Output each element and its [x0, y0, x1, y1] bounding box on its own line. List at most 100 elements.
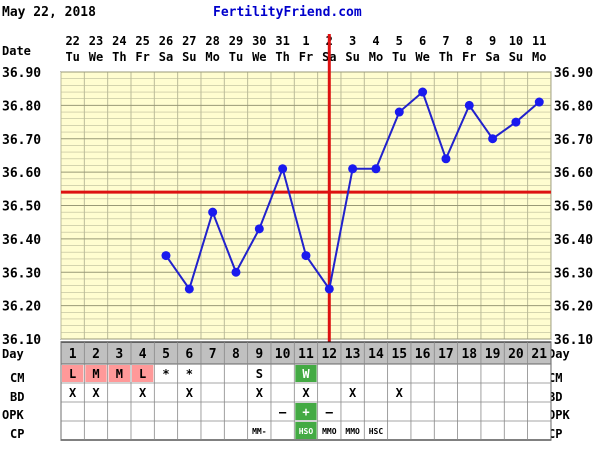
weekday-label: Mo — [532, 50, 546, 64]
opk-label: OPK — [2, 408, 24, 422]
ytick-label-left: 36.60 — [2, 166, 41, 181]
cp-cell-text: MM- — [252, 427, 266, 436]
ytick-label-left: 36.20 — [2, 300, 41, 315]
temperature-point — [488, 134, 498, 144]
day-number: 18 — [461, 347, 477, 362]
weekday-label: Su — [345, 50, 359, 64]
date-label: 5 — [396, 34, 403, 48]
bd-cell-text: X — [69, 386, 77, 400]
date-label: 9 — [489, 34, 496, 48]
date-label: 23 — [89, 34, 103, 48]
date-label: 29 — [229, 34, 243, 48]
weekday-label: We — [89, 50, 103, 64]
menses-cell — [85, 365, 107, 382]
day-number: 2 — [92, 347, 100, 362]
day-number: 13 — [345, 347, 361, 362]
day-row-label: Day — [2, 347, 24, 361]
weekday-label: Tu — [229, 50, 243, 64]
cp-label: CP — [10, 427, 24, 441]
date-label: 24 — [112, 34, 126, 48]
ytick-label-left: 36.70 — [2, 133, 41, 148]
temperature-point — [301, 251, 311, 261]
ytick-label-left: 36.90 — [2, 66, 41, 81]
temperature-point — [511, 117, 521, 127]
highlight-cell — [295, 403, 317, 420]
weekday-label: Sa — [159, 50, 173, 64]
cm-cell-text: * — [186, 367, 193, 381]
date-label: 31 — [275, 34, 289, 48]
date-label: 10 — [509, 34, 523, 48]
temperature-point — [184, 284, 194, 294]
weekday-label: Su — [509, 50, 523, 64]
ytick-label-right: 36.90 — [554, 66, 593, 81]
ytick-label-right: 36.50 — [554, 200, 593, 215]
date-label: 1 — [302, 34, 309, 48]
cp-label-right: CP — [548, 427, 562, 441]
temperature-point — [161, 251, 171, 261]
date-row-label: Date — [2, 44, 31, 58]
bd-cell-text: X — [139, 386, 147, 400]
weekday-label: Th — [112, 50, 126, 64]
temperature-point — [254, 224, 264, 234]
date-label: 26 — [159, 34, 173, 48]
date-label: 25 — [135, 34, 149, 48]
day-number: 17 — [438, 347, 454, 362]
day-number: 12 — [321, 347, 337, 362]
bd-cell-text: X — [349, 386, 357, 400]
weekday-label: Fr — [462, 50, 476, 64]
cm-cell-text: * — [162, 367, 169, 381]
menses-cell — [131, 365, 154, 382]
date-label: 28 — [205, 34, 219, 48]
cp-cell-text: HSC — [369, 427, 384, 436]
menses-cell — [62, 365, 84, 382]
bd-cell-text: X — [256, 386, 264, 400]
weekday-label: Th — [439, 50, 453, 64]
cm-label-right: CM — [548, 371, 562, 385]
date-label: 4 — [372, 34, 379, 48]
date-label: 22 — [65, 34, 79, 48]
day-number: 10 — [275, 347, 291, 362]
day-number: 15 — [391, 347, 407, 362]
opk-cell-text: + — [302, 405, 309, 419]
day-number: 4 — [139, 347, 147, 362]
ytick-label-right: 36.40 — [554, 233, 593, 248]
weekday-label: Tu — [65, 50, 79, 64]
ytick-label-left: 36.10 — [2, 333, 41, 348]
highlight-cell — [295, 365, 317, 382]
bd-label-right: BD — [548, 390, 562, 404]
temperature-point — [534, 97, 544, 107]
ytick-label-left: 36.80 — [2, 99, 41, 114]
day-number: 7 — [209, 347, 217, 362]
date-label: 6 — [419, 34, 426, 48]
menses-cell — [108, 365, 130, 382]
date-label: 27 — [182, 34, 196, 48]
ytick-label-left: 36.40 — [2, 233, 41, 248]
highlight-cell — [295, 422, 317, 439]
day-number: 3 — [115, 347, 123, 362]
cp-cell-text: MMO — [322, 427, 337, 436]
day-number: 1 — [69, 347, 77, 362]
site-link[interactable]: FertilityFriend.com — [213, 5, 362, 20]
day-number: 16 — [415, 347, 431, 362]
opk-label-right: OPK — [548, 408, 570, 422]
weekday-label: Mo — [205, 50, 219, 64]
ytick-label-right: 36.70 — [554, 133, 593, 148]
day-number: 21 — [531, 347, 547, 362]
weekday-label: Fr — [299, 50, 313, 64]
temperature-point — [208, 207, 218, 217]
day-number: 6 — [185, 347, 193, 362]
opk-cell-text: – — [279, 405, 287, 419]
cm-cell-text: L — [139, 367, 146, 381]
ytick-label-right: 36.30 — [554, 266, 593, 281]
day-number: 8 — [232, 347, 240, 362]
temperature-point — [231, 267, 241, 277]
cm-cell-text: M — [92, 367, 99, 381]
date-header-strip — [61, 32, 551, 72]
temperature-point — [371, 164, 381, 174]
day-number: 11 — [298, 347, 314, 362]
temperature-point — [278, 164, 288, 174]
weekday-label: Tu — [392, 50, 406, 64]
day-number: 19 — [485, 347, 501, 362]
